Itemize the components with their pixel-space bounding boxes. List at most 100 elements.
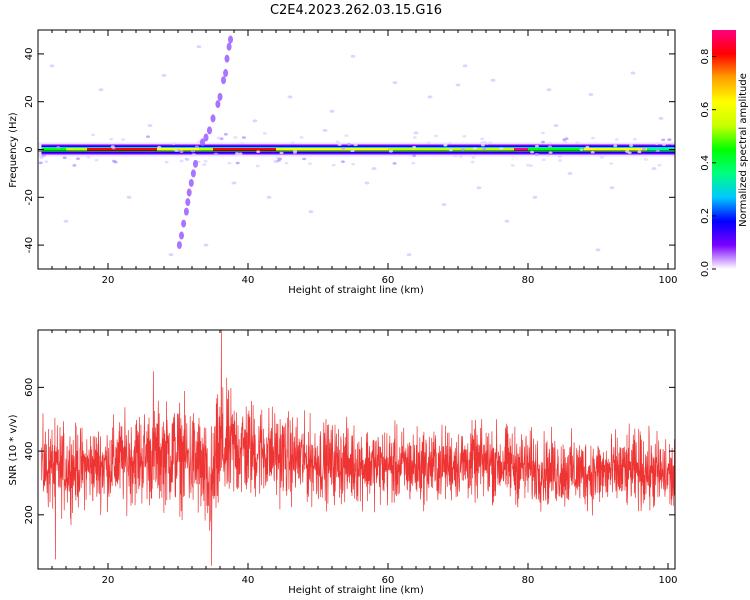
band-noise-blob [411,161,416,165]
band-noise-blob [174,148,179,152]
feature-blob [176,241,182,250]
colorbar-tick-label: 0.8 [700,49,711,65]
band-noise-blob [510,164,515,167]
band-noise-blob [185,158,190,161]
band-noise-blob [213,152,218,156]
band-noise-blob [575,141,580,145]
band-noise-blob [564,137,569,140]
noise-blob [287,95,293,99]
snr-x-tick-label: 60 [382,575,395,586]
noise-blob [588,93,594,97]
band-noise-blob [284,161,289,165]
band-noise-blob [190,149,195,153]
band-noise-blob [255,164,260,168]
band-noise-blob [545,154,550,157]
band-noise-blob [488,141,493,145]
band-noise-blob [434,134,439,138]
snr-y-tick-label: 200 [24,505,35,524]
band-noise-blob [262,132,267,135]
colorbar-tick-label: 0.6 [700,102,711,118]
figure-title: C2E4.2023.262.03.15.G16 [270,3,442,18]
band-noise-blob [557,155,562,158]
feature-blob [223,69,229,78]
snr-x-axis-label: Height of straight line (km) [288,585,424,596]
noise-blob [406,253,412,257]
feature-blob [190,169,196,178]
band-noise-blob [299,136,304,139]
snr-x-tick-label: 40 [242,575,255,586]
band-noise-blob [109,137,114,141]
noise-blob [490,78,496,82]
band-noise-blob [453,154,458,158]
band-noise-blob [548,151,553,154]
band-noise-blob [499,147,504,150]
noise-blob [161,73,167,77]
band-noise-blob [39,156,44,160]
band-noise-blob [585,145,590,149]
band-noise-blob [590,150,595,154]
band-noise-blob [293,150,298,153]
band-noise-blob [353,143,358,147]
feature-blob [228,35,233,44]
band-noise-blob [202,163,207,166]
band-noise-blob [412,136,417,139]
band-noise-blob [164,160,169,164]
band-noise-blob [632,138,637,141]
band-noise-blob [121,138,126,141]
noise-blob [252,119,258,123]
colorbar-label: Normalized spectral amplitude [738,73,749,227]
band-noise-blob [344,134,349,137]
band-core [276,148,388,151]
band-noise-blob [241,136,246,139]
band-noise-blob [191,153,196,156]
colorbar-gradient [712,30,736,269]
feature-blob [210,114,216,123]
band-noise-blob [462,134,467,138]
band-noise-blob [56,146,61,149]
spectrogram-x-tick-label: 100 [658,275,677,286]
noise-blob [350,54,356,58]
band-noise-blob [480,137,485,141]
band-noise-blob [614,138,619,141]
feature-blob [217,92,223,101]
band-noise-blob [337,143,342,146]
band-core [213,148,276,151]
feature-blob [207,126,212,135]
band-noise-blob [643,158,648,161]
band-core [584,148,647,151]
band-noise-blob [335,140,340,144]
band-noise-blob [662,143,667,146]
noise-blob [658,116,664,120]
noise-blob [441,202,447,206]
band-noise-blob [548,141,553,145]
band-noise-blob [609,162,614,165]
snr-panel: 20 40 60 80 100 200 400 600 Height of straight … [8,329,678,596]
band-noise-blob [157,145,162,149]
band-noise-blob [599,155,604,159]
band-noise-blob [641,147,646,150]
band-noise-blob [547,145,552,148]
band-noise-blob [38,161,43,165]
colorbar-tick-label: 0.4 [700,155,711,171]
band-core [41,148,66,151]
band-noise-blob [591,136,596,140]
snr-series-line [41,330,675,566]
spectrogram-y-tick-label: 20 [24,95,35,108]
noise-blob [532,195,538,199]
band-noise-blob [86,155,91,159]
spectrogram-panel: 20 40 60 80 100 -40 -20 0 20 40 Height of straigh… [8,29,678,296]
band-noise-blob [351,162,356,166]
band-noise-blob [471,155,476,159]
spectrogram-x-tick-label: 80 [522,275,535,286]
spectrogram-x-axis-label: Height of straight line (km) [288,285,424,296]
band-core [647,148,675,151]
band-noise-blob [331,163,336,167]
noise-blob [364,181,370,185]
feature-blob [188,178,194,187]
noise-blob [609,186,615,190]
noise-blob [231,181,237,185]
band-noise-blob [412,154,417,158]
band-noise-blob [223,133,228,136]
band-noise-blob [171,142,176,145]
